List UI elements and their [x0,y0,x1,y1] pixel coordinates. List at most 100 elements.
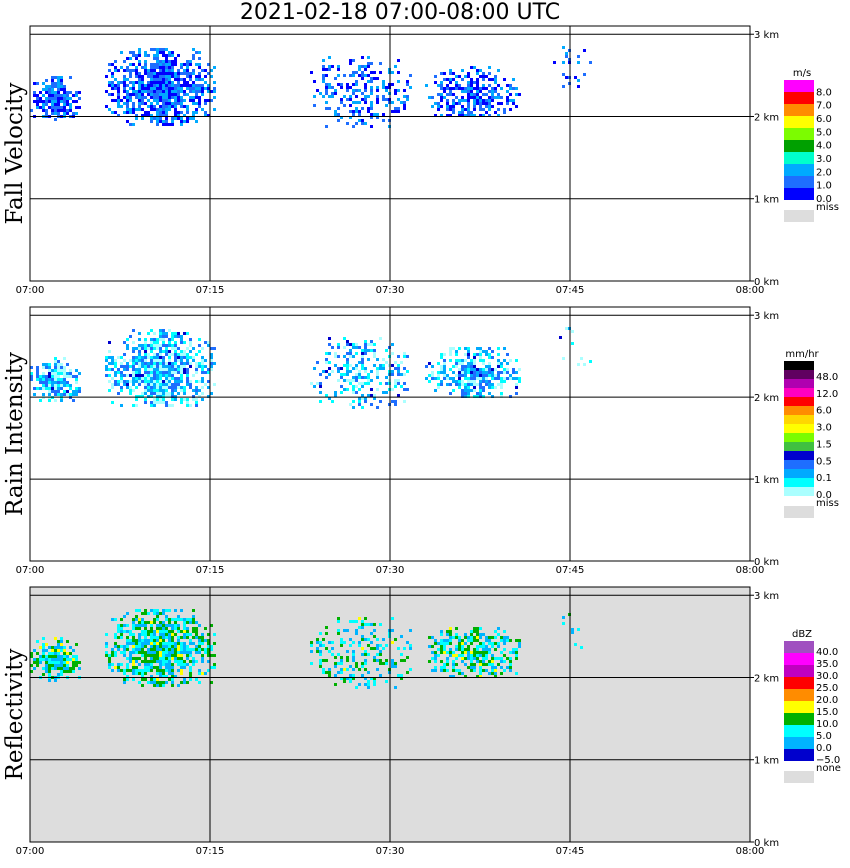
echo-cell [162,398,165,401]
echo-cell [201,347,204,350]
echo-cell [45,643,48,646]
echo-cell [467,93,470,96]
echo-cell [340,83,343,86]
echo-cell [192,347,195,350]
echo-cell [162,102,165,105]
echo-cell [165,395,168,398]
echo-cell [114,78,117,81]
echo-cell [192,663,195,666]
echo-cell [177,72,180,75]
echo-cell [382,662,385,665]
echo-cell [177,87,180,90]
echo-cell [168,666,171,669]
echo-cell [367,680,370,683]
echo-cell [352,92,355,95]
echo-cell [144,401,147,404]
echo-cell [132,639,135,642]
echo-cell [153,90,156,93]
echo-cell [126,84,129,87]
echo-cell [147,365,150,368]
echo-cell [403,104,406,107]
echo-cell [491,371,494,374]
echo-cell [403,89,406,92]
echo-cell [470,81,473,84]
echo-cell [325,86,328,89]
echo-cell [138,648,141,651]
echo-cell [153,347,156,350]
echo-cell [36,652,39,655]
echo-cell [147,642,150,645]
echo-cell [63,652,66,655]
echo-cell [355,101,358,104]
echo-cell [497,359,500,362]
echo-cell [129,57,132,60]
echo-cell [135,114,138,117]
echo-cell [111,359,114,362]
echo-cell [156,108,159,111]
echo-cell [334,89,337,92]
echo-cell [138,60,141,63]
echo-cell [509,99,512,102]
echo-cell [150,383,153,386]
echo-cell [159,669,162,672]
echo-cell [111,87,114,90]
echo-cell [565,327,568,330]
echo-cell [473,356,476,359]
echo-cell [129,123,132,126]
echo-cell [45,85,48,88]
echo-cell [168,651,171,654]
echo-cell [138,359,141,362]
echo-cell [207,645,210,648]
echo-cell [455,353,458,356]
echo-cell [132,389,135,392]
echo-cell [150,87,153,90]
echo-cell [322,668,325,671]
echo-cell [370,116,373,119]
echo-cell [135,359,138,362]
echo-cell [319,382,322,385]
echo-cell [168,648,171,651]
echo-cell [147,377,150,380]
echo-cell [189,365,192,368]
echo-cell [105,359,108,362]
echo-cell [473,663,476,666]
echo-cell [165,66,168,69]
echo-cell [180,105,183,108]
echo-cell [207,380,210,383]
echo-cell [186,380,189,383]
echo-cell [494,630,497,633]
echo-cell [129,630,132,633]
echo-cell [171,392,174,395]
legend-level-label: 2.0 [816,167,832,178]
echo-cell [144,338,147,341]
echo-cell [123,615,126,618]
echo-cell [48,673,51,676]
echo-cell [144,356,147,359]
echo-cell [207,660,210,663]
echo-cell [473,636,476,639]
echo-cell [452,72,455,75]
echo-cell [66,91,69,94]
echo-cell [54,649,57,652]
echo-cell [177,380,180,383]
echo-cell [168,404,171,407]
echo-cell [403,647,406,650]
echo-cell [147,663,150,666]
echo-cell [138,353,141,356]
echo-cell [343,388,346,391]
echo-cell [78,372,81,375]
echo-cell [352,125,355,128]
echo-cell [370,340,373,343]
echo-cell [54,664,57,667]
echo-cell [358,361,361,364]
x-tick-label: 08:00 [736,565,765,576]
echo-cell [123,624,126,627]
echo-cell [361,653,364,656]
echo-cell [135,642,138,645]
legend-swatch [784,433,814,442]
echo-cell [57,640,60,643]
echo-cell [150,678,153,681]
echo-cell [382,358,385,361]
echo-cell [449,347,452,350]
echo-cell [174,627,177,630]
